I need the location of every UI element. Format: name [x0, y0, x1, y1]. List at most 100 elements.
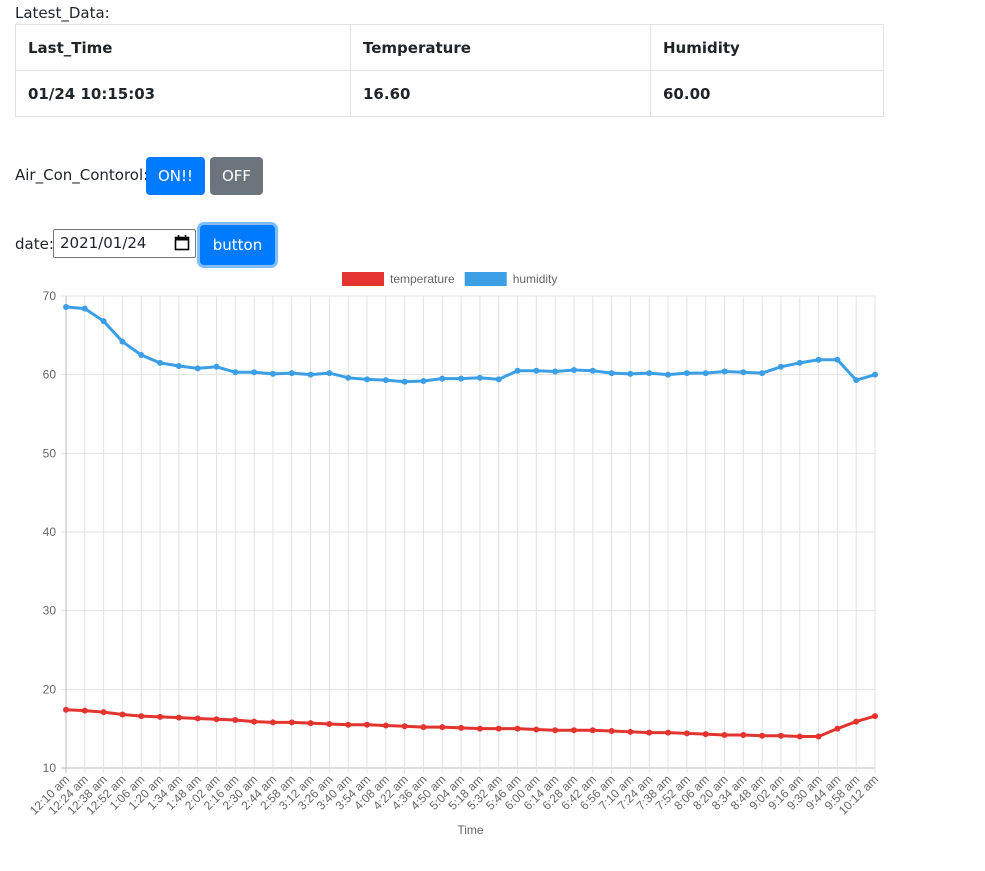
- series-line: [65, 708, 876, 739]
- on-button[interactable]: ON!!: [146, 157, 205, 195]
- point: [570, 366, 577, 373]
- point: [194, 715, 201, 722]
- control-label: Air_Con_Contorol:: [15, 166, 149, 184]
- x-axis-title: Time: [457, 823, 484, 837]
- point: [100, 318, 107, 325]
- y-tick-label: 70: [43, 289, 57, 303]
- point: [514, 367, 521, 374]
- point: [815, 356, 822, 363]
- point: [627, 370, 634, 377]
- point: [834, 725, 841, 732]
- date-label: date:: [15, 235, 54, 253]
- cell: 60.00: [650, 70, 884, 117]
- point: [420, 377, 427, 384]
- point: [100, 709, 107, 716]
- point: [288, 370, 295, 377]
- point: [458, 724, 465, 731]
- point: [157, 359, 164, 366]
- point: [759, 732, 766, 739]
- point: [514, 725, 521, 732]
- point: [251, 369, 258, 376]
- point: [194, 365, 201, 372]
- y-tick-label: 60: [43, 368, 57, 382]
- point: [175, 363, 182, 370]
- point: [232, 369, 239, 376]
- point: [119, 338, 126, 345]
- point: [458, 375, 465, 382]
- point: [552, 368, 559, 375]
- latest-table: Last_Time Temperature Humidity 01/24 10:15…: [15, 24, 884, 117]
- point: [608, 370, 615, 377]
- point: [777, 732, 784, 739]
- point: [646, 370, 653, 377]
- point: [589, 727, 596, 734]
- off-button[interactable]: OFF: [210, 157, 263, 195]
- calendar-icon: [174, 235, 190, 251]
- point: [326, 720, 333, 727]
- series-line: [65, 305, 876, 384]
- point: [439, 375, 446, 382]
- point: [364, 721, 371, 728]
- point: [740, 369, 747, 376]
- point: [721, 368, 728, 375]
- point: [608, 728, 615, 735]
- legend-swatch: [464, 272, 507, 286]
- point: [345, 721, 352, 728]
- point: [495, 376, 502, 383]
- point: [476, 374, 483, 381]
- point: [702, 731, 709, 738]
- point: [382, 377, 389, 384]
- point: [232, 717, 239, 724]
- point: [552, 727, 559, 734]
- col-header: Humidity: [650, 24, 884, 71]
- point: [834, 356, 841, 363]
- cell: 16.60: [350, 70, 651, 117]
- point: [213, 363, 220, 370]
- legend-label: humidity: [513, 272, 558, 286]
- point: [533, 367, 540, 374]
- legend-label: temperature: [390, 272, 455, 286]
- col-header: Last_Time: [15, 24, 351, 71]
- point: [81, 707, 88, 714]
- point: [570, 727, 577, 734]
- point: [796, 359, 803, 366]
- point: [777, 363, 784, 370]
- point: [495, 725, 502, 732]
- point: [382, 722, 389, 729]
- point: [533, 726, 540, 733]
- date-value: 2021/01/24: [60, 234, 147, 252]
- point: [759, 370, 766, 377]
- point: [269, 719, 276, 726]
- point: [665, 729, 672, 736]
- point: [872, 371, 878, 378]
- point: [683, 730, 690, 737]
- y-tick-label: 50: [43, 446, 57, 460]
- legend-swatch: [342, 272, 384, 286]
- point: [138, 713, 145, 720]
- y-tick-label: 10: [43, 761, 57, 775]
- cell: 01/24 10:15:03: [15, 70, 351, 117]
- point: [627, 728, 634, 735]
- point: [326, 370, 333, 377]
- point: [138, 352, 145, 358]
- point: [251, 718, 258, 725]
- point: [683, 370, 690, 377]
- point: [665, 371, 672, 378]
- point: [796, 733, 803, 740]
- y-tick-label: 20: [43, 682, 57, 696]
- point: [63, 706, 69, 713]
- point: [589, 367, 596, 374]
- point: [853, 377, 860, 384]
- point: [702, 370, 709, 377]
- date-button[interactable]: button: [200, 225, 275, 265]
- point: [307, 371, 314, 378]
- point: [307, 720, 314, 727]
- point: [476, 725, 483, 732]
- point: [175, 714, 182, 721]
- date-input[interactable]: 2021/01/24: [53, 229, 196, 258]
- point: [853, 718, 860, 725]
- point: [157, 713, 164, 720]
- point: [401, 723, 408, 730]
